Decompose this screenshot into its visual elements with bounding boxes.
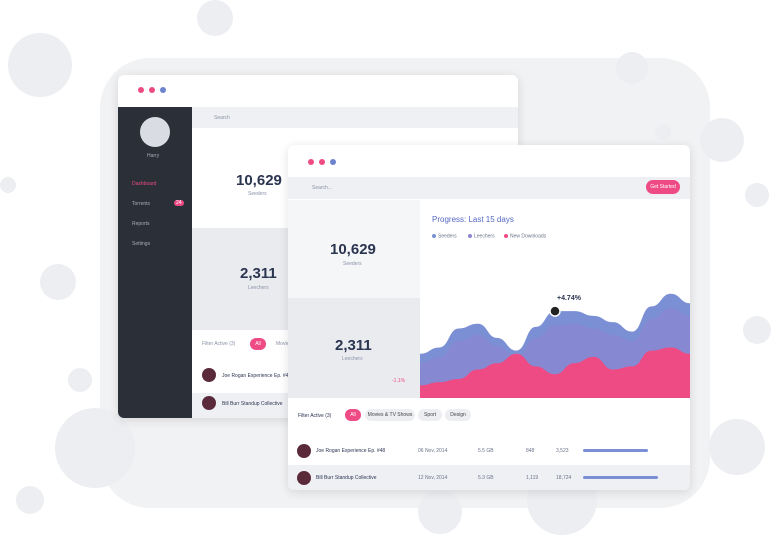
decoration — [192, 228, 292, 330]
decoration — [40, 264, 76, 300]
row-cell: Bill Burr Standup Collective — [316, 475, 377, 481]
chip[interactable]: All — [345, 409, 361, 421]
row-cell: 3,523 — [556, 448, 569, 454]
progress-bar — [583, 476, 658, 479]
stat-value: 10,629 — [330, 241, 376, 258]
menu-item[interactable]: Reports — [132, 221, 150, 227]
decoration — [700, 118, 744, 162]
row-cell: 5.3 GB — [478, 475, 494, 481]
area — [420, 347, 690, 398]
decoration — [55, 408, 135, 488]
row-cell: 1,119 — [526, 475, 539, 481]
decoration — [308, 159, 314, 165]
legend-marker — [468, 234, 472, 238]
row-cell: 5.5 GB — [478, 448, 494, 454]
chart-title: Progress: Last 15 days — [432, 215, 514, 224]
search-bar[interactable] — [288, 177, 690, 199]
decoration — [68, 368, 92, 392]
decoration — [197, 0, 233, 36]
row-title: Joe Rogan Experience Ep. #48 — [222, 373, 292, 379]
chart: Seeders Leechers New Downloads +4.74% — [420, 234, 690, 398]
row-title: Bill Burr Standup Collective — [222, 401, 283, 407]
stat-value: 2,311 — [335, 337, 372, 354]
search-bar[interactable] — [192, 107, 518, 128]
menu-item[interactable]: Settings — [132, 241, 151, 247]
decoration — [0, 177, 16, 193]
decoration — [743, 316, 771, 344]
legend-label: Seeders — [438, 234, 457, 240]
decoration — [160, 87, 166, 93]
decoration — [330, 159, 336, 165]
row-cell: 06 Nov, 2014 — [418, 448, 448, 454]
row-cell: 848 — [526, 448, 535, 454]
decoration — [138, 87, 144, 93]
search[interactable]: Search — [214, 115, 230, 121]
front-window: Search... Get Started 10,629 Seeders 2,3… — [288, 145, 690, 490]
decoration — [418, 490, 462, 534]
avatar — [297, 471, 311, 485]
avatar — [140, 117, 170, 147]
decoration — [202, 368, 216, 382]
annotation: +4.74% — [557, 295, 582, 302]
filter: Filter Active (3) — [202, 341, 236, 347]
stat-value: 2,311 — [240, 265, 277, 282]
decoration — [288, 298, 420, 398]
decoration — [149, 87, 155, 93]
button[interactable]: Get Started — [646, 180, 680, 194]
legend-marker — [504, 234, 508, 238]
sidebar — [118, 107, 192, 418]
row-cell: 18,724 — [556, 475, 572, 481]
chip[interactable]: Movies — [276, 341, 292, 347]
menu-item[interactable]: Torrents — [132, 201, 151, 207]
user-name: Harry — [147, 153, 160, 159]
decoration — [709, 419, 765, 475]
chip[interactable]: Movies & TV Shows — [365, 409, 415, 421]
menu-item[interactable]: Dashboard — [132, 181, 157, 187]
row-cell: 12 Nov, 2014 — [418, 475, 448, 481]
stat-label: Seeders — [343, 261, 362, 267]
decoration — [16, 486, 44, 514]
decoration — [202, 396, 216, 410]
chip[interactable]: All — [250, 338, 266, 350]
progress-bar — [583, 449, 648, 452]
decoration — [655, 124, 671, 140]
stat-change: -1.1% — [392, 378, 406, 384]
chip[interactable]: Design — [445, 409, 471, 421]
stat-label: Leechers — [342, 356, 363, 362]
chip[interactable]: Sport — [418, 409, 442, 421]
stat-label: Seeders — [248, 191, 267, 197]
avatar — [297, 444, 311, 458]
search[interactable]: Search... — [312, 185, 333, 191]
legend-label: Leechers — [474, 234, 495, 240]
decoration — [288, 200, 420, 298]
stat-value: 10,629 — [236, 172, 282, 189]
badge: 24 — [174, 200, 184, 206]
decoration — [8, 33, 72, 97]
legend-label: New Downloads — [510, 234, 547, 240]
legend-marker — [432, 234, 436, 238]
annotation-dot — [549, 305, 561, 317]
filter: Filter Active (3) — [298, 413, 332, 419]
decoration — [319, 159, 325, 165]
decoration — [616, 52, 648, 84]
row-cell: Joe Rogan Experience Ep. #48 — [316, 448, 386, 454]
stat-label: Leechers — [248, 285, 269, 291]
decoration — [745, 183, 769, 207]
